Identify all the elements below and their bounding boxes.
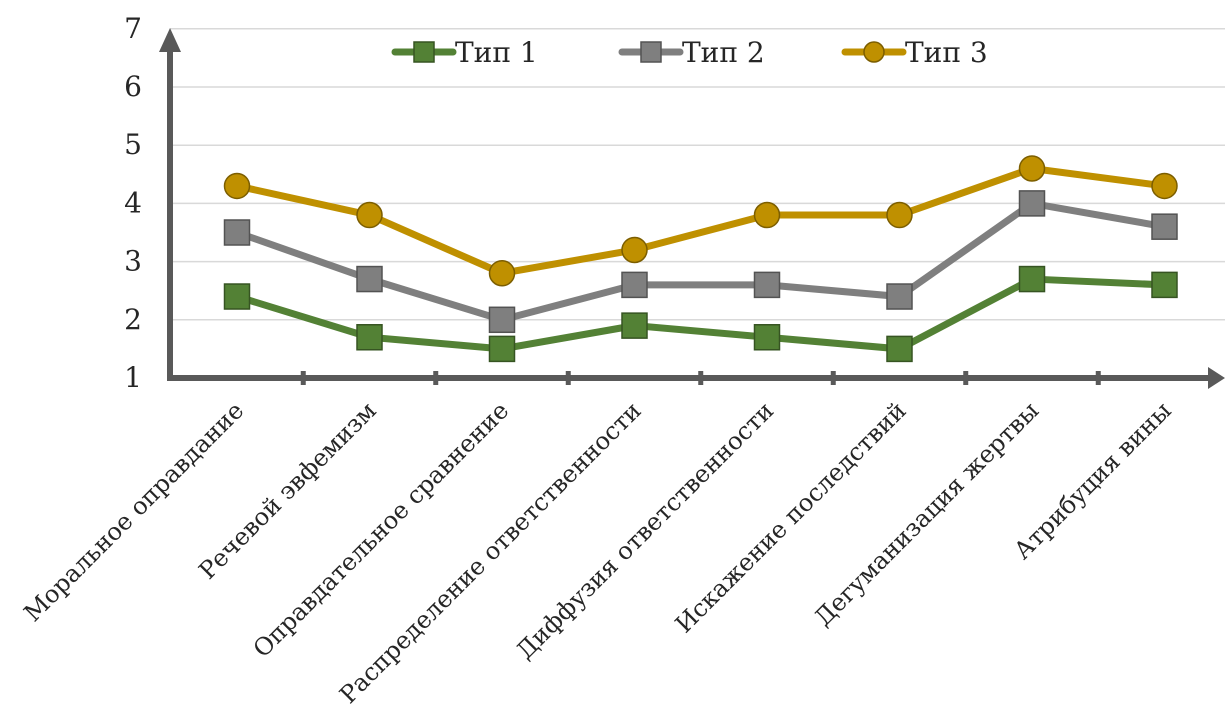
data-point	[753, 201, 781, 229]
legend: Тип 1 Тип 2 Тип 3	[391, 36, 988, 69]
data-point	[1018, 155, 1046, 182]
data-point	[488, 259, 516, 287]
data-point	[223, 283, 251, 310]
x-category-label: Искажение последствий	[670, 396, 912, 638]
legend-label: Тип 1	[455, 36, 538, 69]
series-line	[233, 275, 1168, 353]
data-point	[1151, 213, 1178, 240]
y-tick-label: 1	[124, 361, 142, 394]
data-point	[753, 324, 781, 351]
series-line	[233, 199, 1168, 324]
axes	[159, 28, 1225, 389]
data-point	[1151, 172, 1178, 200]
data-point	[621, 271, 648, 299]
data-point	[1018, 190, 1046, 217]
data-point	[621, 312, 648, 339]
series-line	[233, 164, 1168, 277]
data-point	[488, 306, 516, 334]
data-point	[886, 283, 913, 310]
legend-label: Тип 2	[682, 36, 765, 69]
data-point	[356, 265, 383, 293]
y-axis-arrow	[159, 28, 181, 52]
data-point	[621, 236, 648, 264]
data-point	[223, 219, 251, 246]
series-group	[223, 155, 1178, 363]
x-axis-arrow	[1208, 367, 1225, 389]
y-tick-label: 4	[124, 186, 142, 219]
data-point	[886, 201, 913, 229]
data-point	[356, 201, 383, 229]
y-tick-label: 6	[124, 70, 142, 103]
x-category-label: Распределение ответственности	[334, 396, 647, 709]
legend-marker	[413, 41, 435, 63]
data-point	[356, 324, 383, 351]
data-point	[1151, 271, 1178, 299]
x-category-label: Дегуманизация жертвы	[809, 396, 1044, 631]
legend-marker	[863, 41, 885, 63]
data-point	[1018, 265, 1046, 293]
x-category-label: Оправдательное сравнение	[248, 396, 515, 663]
gridlines	[170, 28, 1225, 321]
y-tick-label: 2	[124, 303, 142, 336]
y-tick-label: 7	[124, 12, 142, 45]
x-category-label: Диффузия ответственности	[511, 396, 779, 664]
x-category-label: Моральное оправдание	[19, 396, 250, 627]
y-tick-label: 5	[124, 128, 142, 161]
data-point	[488, 335, 516, 363]
y-tick-label: 3	[124, 245, 142, 278]
data-point	[223, 172, 251, 200]
data-point	[886, 335, 913, 363]
data-point	[753, 271, 781, 299]
legend-marker	[640, 41, 662, 63]
legend-label: Тип 3	[905, 36, 988, 69]
